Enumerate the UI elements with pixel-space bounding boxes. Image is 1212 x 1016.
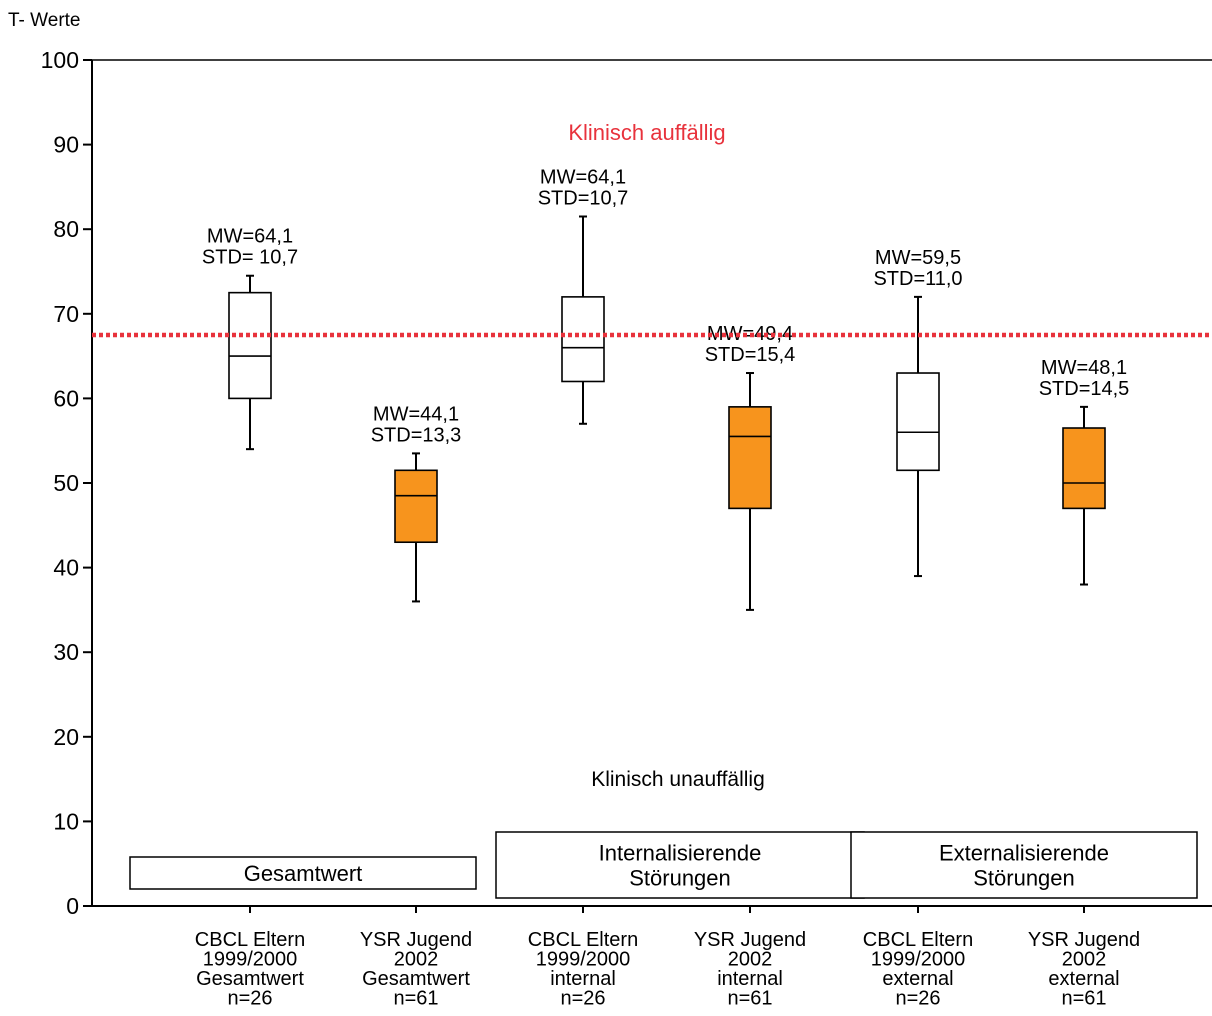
x-tick-label: 2002: [1062, 949, 1107, 971]
x-tick-label: CBCL Eltern: [528, 929, 638, 951]
x-tick-label: internal: [550, 968, 616, 990]
region-label-clinical: Klinisch auffällig: [568, 120, 725, 145]
box-annotation: MW=64,1: [540, 167, 626, 189]
y-tick-label: 70: [53, 301, 79, 327]
box: [228, 291, 272, 400]
x-tick-label: 2002: [394, 949, 439, 971]
x-tick-label: n=26: [560, 988, 605, 1010]
group-label: Störungen: [973, 866, 1075, 891]
x-tick-label: n=61: [1061, 988, 1106, 1010]
x-tick-label: external: [1048, 968, 1119, 990]
box-annotation: MW=64,1: [207, 226, 293, 248]
y-tick-label: 20: [53, 724, 79, 750]
group-label: Störungen: [629, 866, 731, 891]
box-annotation: MW=44,1: [373, 403, 459, 425]
y-axis-label: T- Werte: [8, 10, 81, 31]
x-tick-label: YSR Jugend: [694, 929, 806, 951]
x-tick-label: Gesamtwert: [362, 968, 470, 990]
x-tick-label: 1999/2000: [871, 949, 966, 971]
region-label-nonclinical: Klinisch unauffällig: [591, 768, 765, 791]
group-label: Gesamtwert: [244, 861, 363, 886]
y-tick-label: 90: [53, 132, 79, 158]
box-annotation: STD=15,4: [705, 344, 796, 366]
x-tick-label: 1999/2000: [203, 949, 298, 971]
y-tick-label: 40: [53, 555, 79, 581]
x-tick-label: n=26: [895, 988, 940, 1010]
box-annotation: STD=14,5: [1039, 378, 1130, 400]
group-label-box: [495, 831, 865, 899]
x-tick-label: YSR Jugend: [360, 929, 472, 951]
box: [1062, 427, 1106, 510]
box: [561, 296, 605, 383]
x-tick-label: CBCL Eltern: [863, 929, 973, 951]
x-tick-label: internal: [717, 968, 783, 990]
x-tick-label: YSR Jugend: [1028, 929, 1140, 951]
group-label-box: [129, 856, 477, 890]
x-tick-label: 2002: [728, 949, 773, 971]
x-tick-label: n=61: [393, 988, 438, 1010]
y-tick-label: 80: [53, 216, 79, 242]
box-annotation: MW=48,1: [1041, 357, 1127, 379]
y-tick-label: 100: [41, 47, 79, 73]
y-tick-label: 60: [53, 385, 79, 411]
y-tick-label: 50: [53, 470, 79, 496]
box-annotation: STD=11,0: [873, 268, 962, 290]
x-tick-label: Gesamtwert: [196, 968, 304, 990]
box: [896, 372, 940, 472]
group-label-box: [850, 831, 1198, 899]
x-tick-label: 1999/2000: [536, 949, 631, 971]
x-tick-label: n=61: [727, 988, 772, 1010]
y-tick-label: 30: [53, 639, 79, 665]
x-tick-label: CBCL Eltern: [195, 929, 305, 951]
box: [394, 469, 438, 544]
box-annotation: MW=59,5: [875, 247, 961, 269]
y-tick-label: 10: [53, 808, 79, 834]
box: [728, 406, 772, 510]
box-annotation: STD= 10,7: [202, 247, 298, 269]
group-label: Internalisierende: [599, 841, 762, 866]
y-tick-label: 0: [66, 893, 79, 919]
x-tick-label: n=26: [227, 988, 272, 1010]
x-tick-label: external: [882, 968, 953, 990]
box-annotation: STD=10,7: [538, 188, 629, 210]
group-label: Externalisierende: [939, 841, 1109, 866]
box-annotation: STD=13,3: [371, 424, 462, 446]
